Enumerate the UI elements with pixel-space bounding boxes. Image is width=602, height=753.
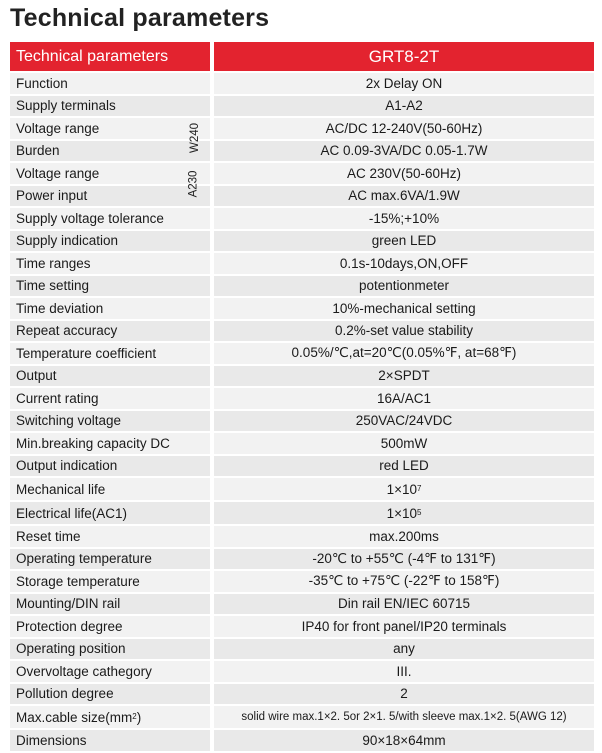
parameter-label: Mounting/DIN rail	[10, 593, 210, 614]
parameter-value: solid wire max.1×2. 5or 2×1. 5/with slee…	[214, 706, 594, 728]
parameter-value: -20℃ to +55℃ (-4℉ to 131℉)	[214, 548, 594, 569]
page-title: Technical parameters	[10, 4, 270, 32]
parameter-label: Output	[10, 365, 210, 386]
table-row: Operating position any	[10, 638, 594, 659]
parameter-value: AC max.6VA/1.9W	[214, 185, 594, 206]
table-row: Protection degree IP40 for front panel/IP…	[10, 616, 594, 637]
parameter-label: Overvoltage cathegory	[10, 661, 210, 682]
parameter-label: Voltage range	[10, 118, 210, 139]
a230-side-label: A230	[187, 170, 200, 198]
parameter-value: 0.2%-set value stability	[214, 320, 594, 341]
parameter-value: AC 0.09-3VA/DC 0.05-1.7W	[214, 140, 594, 161]
table-row: Repeat accuracy 0.2%-set value stability	[10, 320, 594, 341]
header-model: GRT8-2T	[214, 42, 594, 71]
table-row: Storage temperature -35℃ to +75℃ (-22℉ to…	[10, 571, 594, 592]
parameter-value: 10%-mechanical setting	[214, 298, 594, 319]
parameter-label: Max.cable size(mm 2)	[10, 706, 210, 728]
parameter-label: Dimensions	[10, 730, 210, 751]
table-row: Mounting/DIN rail Din rail EN/IEC 60715	[10, 593, 594, 614]
parameter-label: Pollution degree	[10, 683, 210, 704]
parameter-label: Power input	[10, 185, 210, 206]
parameter-value: red LED	[214, 455, 594, 476]
table-row: Supply voltage tolerance -15%;+10%	[10, 208, 594, 229]
table-row: Reset time max.200ms	[10, 526, 594, 547]
table-row: Burden AC 0.09-3VA/DC 0.05-1.7W	[10, 140, 594, 161]
table-row: Supply indication green LED	[10, 230, 594, 251]
parameter-value: A1-A2	[214, 95, 594, 116]
table-row: Min.breaking capacity DC 500mW	[10, 433, 594, 454]
table-body: Function 2x Delay ON Supply terminals A1-A2…	[10, 73, 594, 751]
parameter-label: Mechanical life	[10, 478, 210, 500]
parameters-table: Technical parameters GRT8-2T Function 2x …	[10, 42, 594, 753]
parameter-value: -15%;+10%	[214, 208, 594, 229]
parameter-value: III.	[214, 661, 594, 682]
parameter-label: Voltage range	[10, 163, 210, 184]
table-header: Technical parameters GRT8-2T	[10, 42, 594, 71]
table-row: Output indication red LED	[10, 455, 594, 476]
parameter-label: Supply indication	[10, 230, 210, 251]
table-row: Overvoltage cathegory III.	[10, 661, 594, 682]
table-row: Supply terminals A1-A2	[10, 95, 594, 116]
table-row: Max.cable size(mm 2) solid wire max.1×2. 5…	[10, 706, 594, 728]
parameter-label: Electrical life(AC1)	[10, 502, 210, 524]
table-row: Time deviation 10%-mechanical setting	[10, 298, 594, 319]
table-row: Operating temperature -20℃ to +55℃ (-4℉ t…	[10, 548, 594, 569]
parameter-value: Din rail EN/IEC 60715	[214, 593, 594, 614]
parameter-label: Supply voltage tolerance	[10, 208, 210, 229]
parameter-label: Time deviation	[10, 298, 210, 319]
parameter-label: Time setting	[10, 275, 210, 296]
parameter-value: green LED	[214, 230, 594, 251]
parameter-label: Min.breaking capacity DC	[10, 433, 210, 454]
parameter-value: any	[214, 638, 594, 659]
table-row: Dimensions 90×18×64mm	[10, 730, 594, 751]
parameter-label: Current rating	[10, 388, 210, 409]
parameter-value: 250VAC/24VDC	[214, 410, 594, 431]
parameter-label: Switching voltage	[10, 410, 210, 431]
table-row: Temperature coefficient 0.05%/℃,at=20℃(0.…	[10, 343, 594, 364]
table-row: Voltage range AC/DC 12-240V(50-60Hz)	[10, 118, 594, 139]
parameter-value: 500mW	[214, 433, 594, 454]
parameter-value: AC/DC 12-240V(50-60Hz)	[214, 118, 594, 139]
table-row: Power input AC max.6VA/1.9W	[10, 185, 594, 206]
table-row: Time ranges 0.1s-10days,ON,OFF	[10, 253, 594, 274]
table-row: Function 2x Delay ON	[10, 73, 594, 94]
table-row: Output 2×SPDT	[10, 365, 594, 386]
table-row: Current rating 16A/AC1	[10, 388, 594, 409]
table-row: Switching voltage 250VAC/24VDC	[10, 410, 594, 431]
parameter-value: -35℃ to +75℃ (-22℉ to 158℉)	[214, 571, 594, 592]
parameter-value: 2x Delay ON	[214, 73, 594, 94]
parameter-label: Temperature coefficient	[10, 343, 210, 364]
table-row: Mechanical life 1×10 7	[10, 478, 594, 500]
parameter-label: Function	[10, 73, 210, 94]
table-row: Electrical life(AC1) 1×10 5	[10, 502, 594, 524]
parameter-value: 0.1s-10days,ON,OFF	[214, 253, 594, 274]
table-row: Voltage range AC 230V(50-60Hz)	[10, 163, 594, 184]
parameter-label: Operating temperature	[10, 548, 210, 569]
parameter-value: 90×18×64mm	[214, 730, 594, 751]
parameter-value: AC 230V(50-60Hz)	[214, 163, 594, 184]
parameter-label: Supply terminals	[10, 95, 210, 116]
parameter-value: 1×10 7	[214, 478, 594, 500]
parameter-value: potentionmeter	[214, 275, 594, 296]
parameter-value: 2	[214, 683, 594, 704]
parameter-label: Protection degree	[10, 616, 210, 637]
parameter-value: IP40 for front panel/IP20 terminals	[214, 616, 594, 637]
parameter-label: Burden	[10, 140, 210, 161]
parameter-label: Time ranges	[10, 253, 210, 274]
parameter-value: 16A/AC1	[214, 388, 594, 409]
header-parameter-name: Technical parameters	[10, 42, 210, 71]
parameter-label: Operating position	[10, 638, 210, 659]
parameter-value: 2×SPDT	[214, 365, 594, 386]
parameter-value: max.200ms	[214, 526, 594, 547]
parameter-value: 1×10 5	[214, 502, 594, 524]
table-row: Pollution degree 2	[10, 683, 594, 704]
parameter-value: 0.05%/℃,at=20℃(0.05%℉, at=68℉)	[214, 343, 594, 364]
parameter-label: Reset time	[10, 526, 210, 547]
table-row: Time setting potentionmeter	[10, 275, 594, 296]
parameter-label: Output indication	[10, 455, 210, 476]
w240-side-label: W240	[189, 122, 202, 154]
parameter-label: Repeat accuracy	[10, 320, 210, 341]
parameter-label: Storage temperature	[10, 571, 210, 592]
